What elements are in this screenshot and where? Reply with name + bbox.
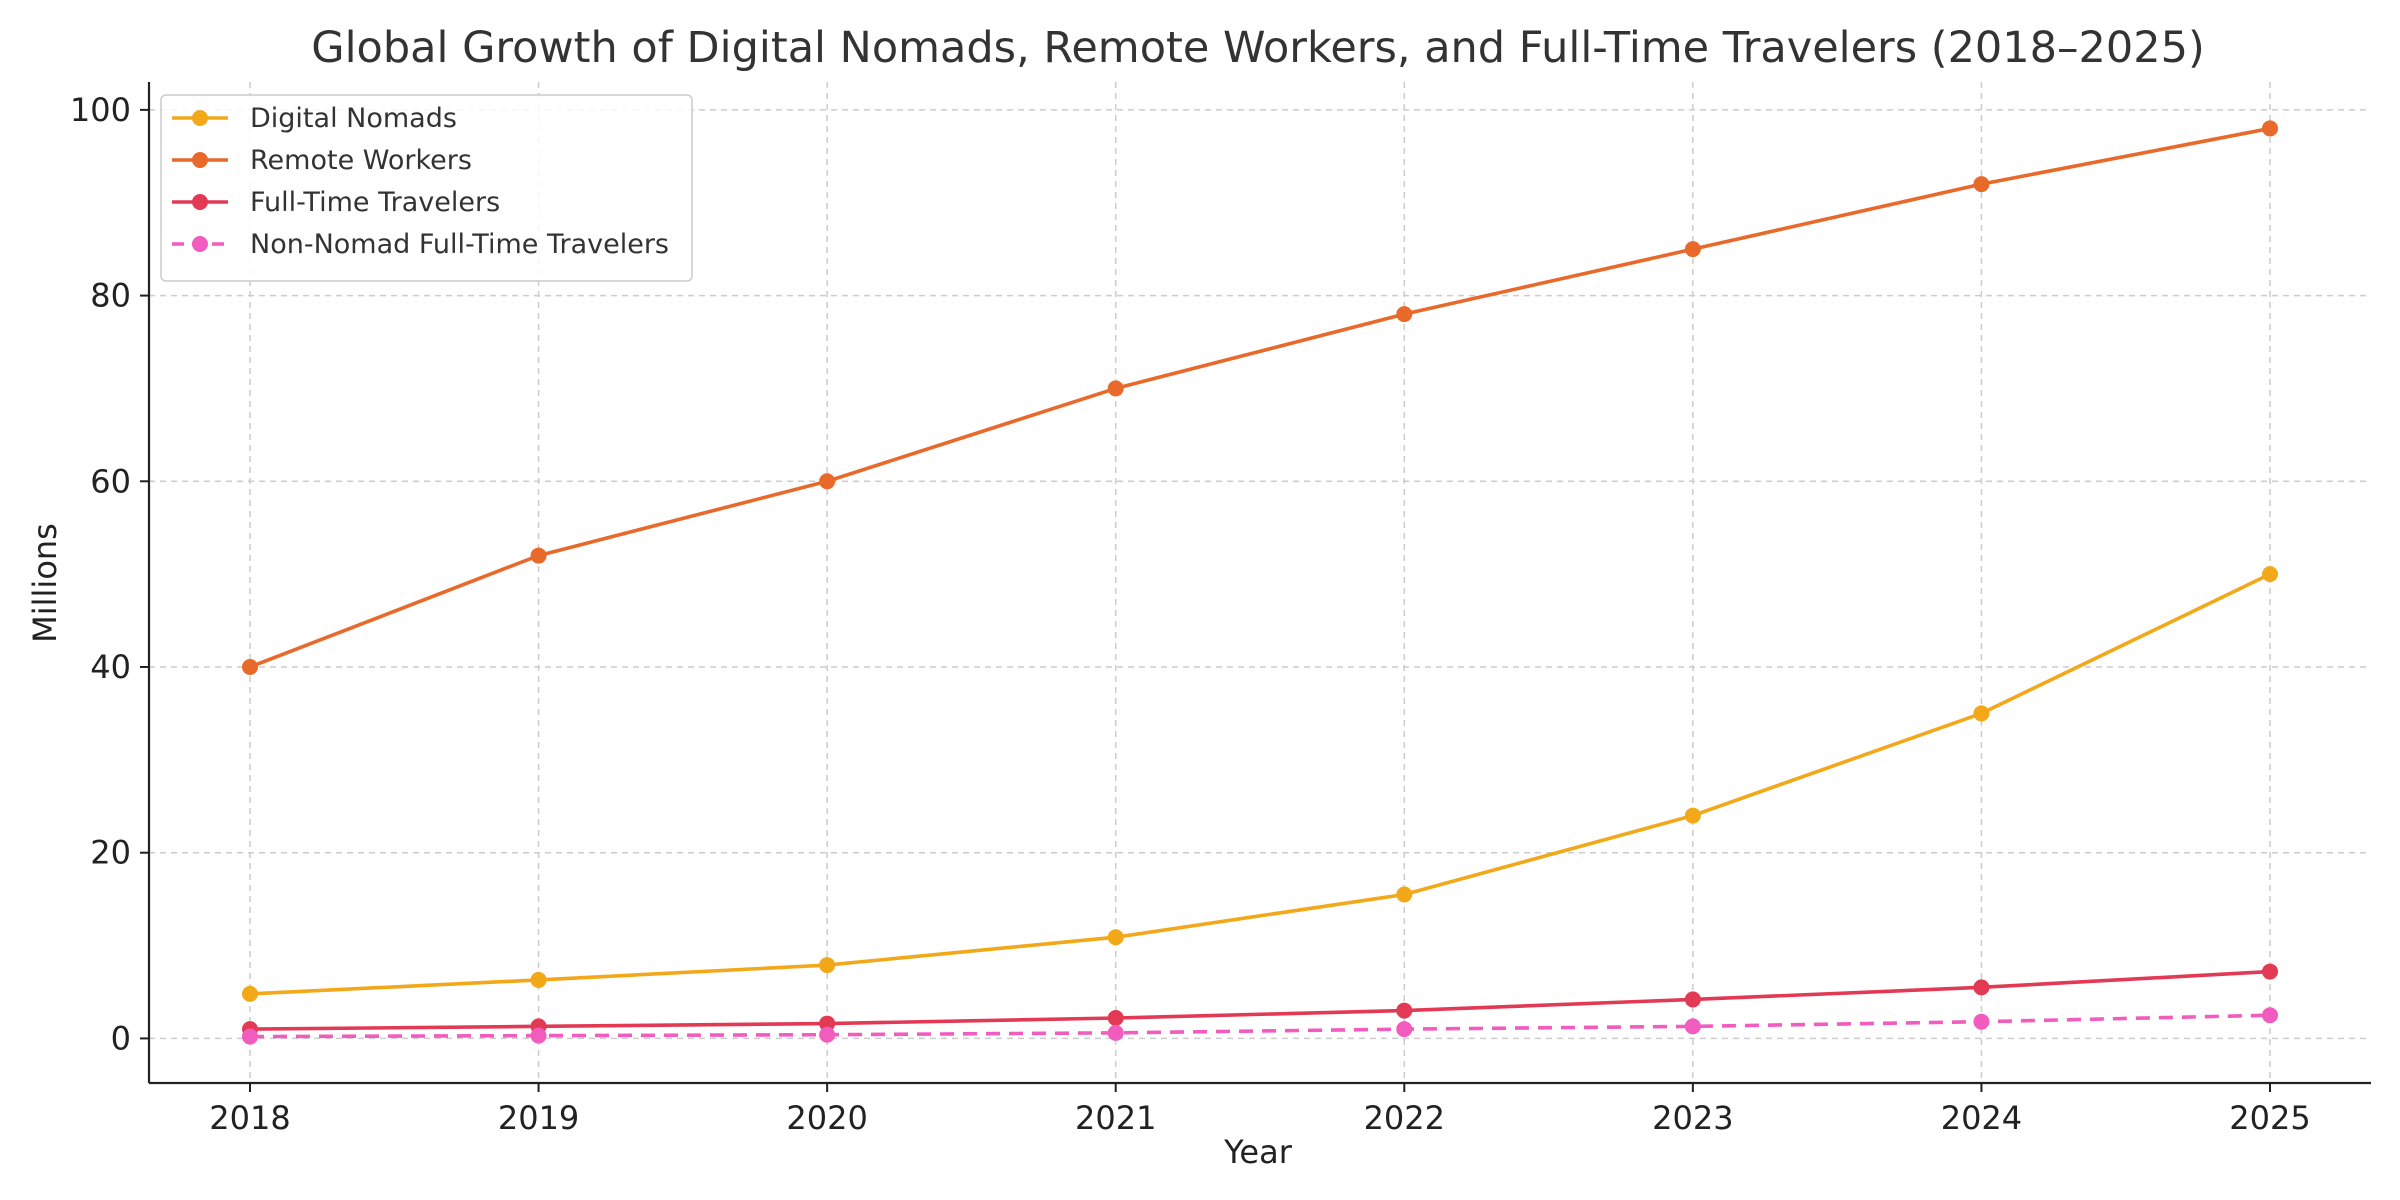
series-line [249, 126, 2271, 669]
y-tick-label: 60 [90, 462, 131, 500]
data-point [1396, 886, 1413, 903]
data-point [1107, 1010, 1124, 1026]
data-point [819, 473, 836, 490]
y-tick-label: 80 [90, 277, 131, 315]
axes [147, 82, 2371, 1085]
legend-item: Remote Workers [172, 145, 472, 176]
legend-swatch-marker [192, 194, 208, 210]
x-tick-label: 2022 [1364, 1099, 1445, 1137]
x-tick-label: 2020 [786, 1099, 867, 1137]
legend-label: Non-Nomad Full-Time Travelers [250, 229, 669, 260]
data-point [1396, 1021, 1413, 1038]
legend-swatch-marker [192, 152, 208, 168]
legend-label: Remote Workers [250, 145, 472, 176]
legend-swatch-marker [192, 110, 208, 126]
y-tick-label: 100 [70, 91, 131, 129]
gridlines [149, 82, 2371, 1083]
data-point [1396, 1002, 1413, 1019]
legend: Digital Nomads Remote Workers Full-Time Tr… [160, 94, 693, 282]
data-point [530, 1027, 547, 1044]
data-point [1973, 176, 1990, 193]
data-point [1684, 807, 1701, 824]
x-tick-label: 2024 [1941, 1099, 2022, 1137]
series-lines [242, 120, 2278, 1045]
data-point [530, 971, 547, 988]
y-tick-label: 20 [90, 834, 131, 872]
data-point [1107, 1024, 1124, 1041]
data-point [819, 1015, 836, 1032]
x-tick-label: 2019 [498, 1099, 579, 1137]
y-tick-label: 40 [90, 648, 131, 686]
x-axis-label: Year [1223, 1133, 1293, 1171]
data-point [1396, 306, 1413, 323]
x-tick-label: 2018 [209, 1099, 290, 1137]
data-point [819, 1026, 836, 1043]
legend-label: Full-Time Travelers [250, 187, 500, 218]
series-line [249, 969, 2271, 1031]
data-point [530, 547, 547, 564]
data-point [1684, 241, 1701, 258]
data-point [1107, 929, 1124, 946]
legend-swatch-marker [192, 236, 208, 252]
chart-title: Global Growth of Digital Nomads, Remote … [311, 23, 2204, 73]
x-tick-label: 2025 [2229, 1099, 2310, 1137]
data-point [2262, 963, 2278, 980]
data-point [2262, 120, 2278, 137]
data-point [242, 1028, 258, 1045]
legend-item: Digital Nomads [172, 103, 457, 134]
x-tick-label: 2021 [1075, 1099, 1156, 1137]
data-point [819, 957, 836, 974]
series-0 [242, 566, 2278, 1002]
data-point [2262, 566, 2278, 583]
legend-item: Full-Time Travelers [172, 187, 500, 218]
data-point [2262, 1007, 2278, 1024]
data-point [1107, 380, 1124, 397]
legend-label: Digital Nomads [250, 103, 457, 134]
y-axis-label: Millions [26, 523, 64, 643]
tick-labels: 2018 2019 2020 2021 2022 2023 2024 2025 0 20 40 60 8… [70, 91, 2311, 1137]
y-tick-label: 0 [111, 1019, 131, 1057]
data-point [242, 985, 258, 1002]
data-point [1684, 991, 1701, 1008]
x-tick-label: 2023 [1652, 1099, 1733, 1137]
data-point [1973, 1013, 1990, 1030]
data-point [1973, 979, 1990, 996]
data-point [1973, 705, 1990, 722]
series-2 [242, 963, 2278, 1038]
legend-box [160, 94, 693, 282]
series-1 [242, 120, 2278, 675]
legend-item: Non-Nomad Full-Time Travelers [172, 229, 669, 260]
series-line [249, 572, 2271, 996]
data-point [1684, 1018, 1701, 1035]
series-line [249, 1013, 2271, 1039]
series-3 [242, 1007, 2278, 1045]
data-point [242, 659, 258, 675]
